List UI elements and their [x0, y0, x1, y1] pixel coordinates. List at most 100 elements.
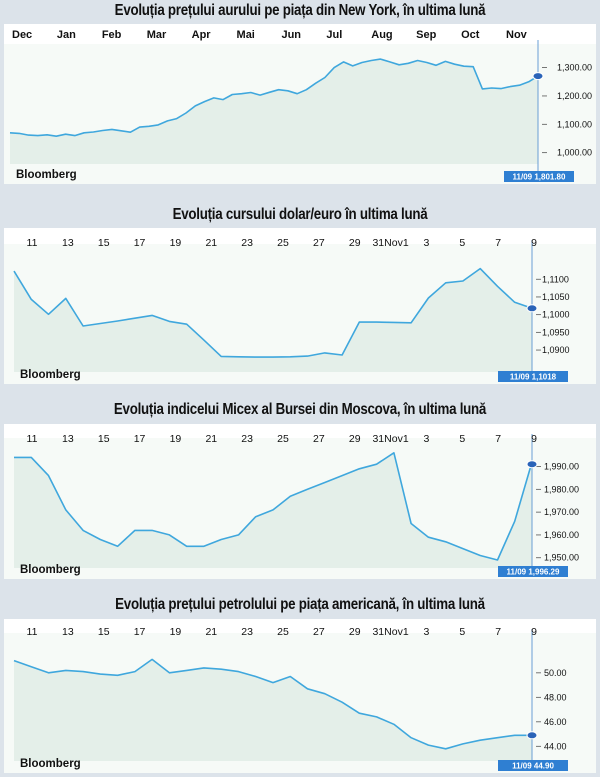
x-tick-label: 31Nov1 — [372, 433, 408, 445]
chart-oil: 11 13 15 17 19 21 23 25 27 29 31Nov1 3 5 7 9 50.00 48.00… — [4, 626, 596, 773]
x-tick-label: 17 — [134, 237, 146, 249]
x-tick-label: 17 — [134, 626, 146, 638]
y-tick-label: 1,200.00 — [557, 91, 592, 101]
chart-title-gold: Evoluția prețului aurului pe piața din N… — [114, 2, 486, 19]
y-tick-label: 46.00 — [544, 717, 567, 727]
x-tick-label: 5 — [459, 433, 465, 445]
chart-box-micex: 11 13 15 17 19 21 23 25 27 29 31Nov1 3 5 7 9 1,990.00 1,… — [4, 424, 596, 579]
x-tick-label: 5 — [459, 237, 465, 249]
source-label: Bloomberg — [20, 564, 81, 576]
x-tick-label: 17 — [134, 433, 146, 445]
chart-panel-gold: Evoluția prețului aurului pe piața din N… — [4, 0, 596, 188]
y-tick-label: 1,1100 — [542, 274, 569, 284]
y-tick-label: 1,980.00 — [544, 484, 579, 494]
series-line — [14, 452, 533, 561]
x-tick-label: 23 — [241, 237, 253, 249]
y-tick-label: 1,000.00 — [557, 148, 592, 158]
chart-gold: Dec Jan Feb Mar Apr Mai Jun Jul Aug Sep Oct Nov 1,30… — [4, 29, 596, 184]
last-value-badge — [504, 171, 574, 182]
y-tick-label: 1,300.00 — [557, 63, 592, 73]
x-tick-label: 23 — [241, 626, 253, 638]
source-label: Bloomberg — [20, 758, 81, 770]
series-area — [14, 268, 532, 372]
x-tick-label: Jun — [281, 29, 301, 41]
x-tick-label: 11 — [27, 626, 38, 638]
x-tick-label: 29 — [349, 626, 361, 638]
series-area — [14, 659, 532, 761]
x-tick-label: 3 — [424, 237, 430, 249]
chart-box-oil: 11 13 15 17 19 21 23 25 27 29 31Nov1 3 5 7 9 50.00 48.00… — [4, 619, 596, 773]
last-value-badge — [498, 760, 568, 771]
x-tick-label: 13 — [62, 237, 74, 249]
x-tick-label: 15 — [98, 237, 110, 249]
last-value-badge — [498, 566, 568, 577]
x-tick-label: 7 — [495, 237, 501, 249]
chart-title-usd-eur: Evoluția cursului dolar/euro în ultima l… — [172, 206, 428, 223]
x-tick-label: 7 — [495, 626, 501, 638]
x-tick-label: 7 — [495, 433, 501, 445]
chart-title-micex: Evoluția indicelui Micex al Bursei din M… — [113, 401, 487, 418]
x-tick-label: Dec — [12, 29, 32, 41]
x-tick-label: 19 — [170, 433, 182, 445]
x-tick-label: Oct — [461, 29, 480, 41]
y-tick-label: 1,950.00 — [544, 553, 579, 563]
series-area — [10, 59, 538, 164]
last-value-marker — [532, 72, 544, 81]
chart-usd-eur: 11 13 15 17 19 21 23 25 27 29 31Nov1 3 5 7 9 1,1100 1,10… — [4, 237, 596, 384]
y-tick-label: 1,100.00 — [557, 119, 592, 129]
source-label: Bloomberg — [20, 369, 81, 381]
y-tick-label: 44.00 — [544, 741, 567, 751]
x-tick-label: 25 — [277, 433, 289, 445]
chart-panel-oil: Evoluția prețului petrolului pe piața am… — [4, 590, 596, 777]
last-value-badge-text: 11/09 1,801.80 — [513, 173, 566, 182]
y-tick-label: 1,990.00 — [544, 462, 579, 472]
x-tick-label: 31Nov1 — [372, 626, 408, 638]
x-tick-label: 25 — [277, 237, 289, 249]
x-tick-label: Jul — [326, 29, 342, 41]
chart-box-gold: Dec Jan Feb Mar Apr Mai Jun Jul Aug Sep Oct Nov 1,30… — [4, 24, 596, 184]
x-tick-label: 9 — [531, 237, 537, 249]
x-tick-label: 5 — [459, 626, 465, 638]
x-tick-label: Aug — [371, 29, 392, 41]
x-tick-label: 29 — [349, 433, 361, 445]
x-tick-label: 13 — [62, 626, 74, 638]
x-tick-label: 25 — [277, 626, 289, 638]
last-value-marker — [526, 304, 538, 313]
y-tick-label: 1,1000 — [542, 310, 570, 320]
x-tick-label: Jan — [57, 29, 76, 41]
x-tick-label: 21 — [205, 433, 217, 445]
x-tick-label: 3 — [424, 626, 430, 638]
y-tick-label: 1,0950 — [542, 327, 570, 337]
chart-panel-micex: Evoluția indicelui Micex al Bursei din M… — [4, 395, 596, 583]
x-tick-label: Mai — [237, 29, 255, 41]
x-tick-label: 13 — [62, 433, 74, 445]
series-line — [13, 658, 532, 750]
x-tick-label: 15 — [98, 433, 110, 445]
source-label: Bloomberg — [16, 169, 77, 181]
x-tick-label: 29 — [349, 237, 361, 249]
x-tick-label: 9 — [531, 626, 537, 638]
x-tick-label: 27 — [313, 237, 325, 249]
last-value-badge — [498, 371, 568, 382]
x-tick-label: Apr — [192, 29, 212, 41]
series-line — [9, 58, 539, 137]
x-tick-label: 9 — [531, 433, 537, 445]
x-tick-label: Nov — [506, 29, 528, 41]
x-tick-label: 11 — [27, 433, 38, 445]
x-tick-label: 15 — [98, 626, 110, 638]
last-value-marker — [526, 731, 538, 740]
x-tick-label: 19 — [170, 626, 182, 638]
x-tick-label: 27 — [313, 433, 325, 445]
x-tick-label: Mar — [147, 29, 167, 41]
y-tick-label: 1,970.00 — [544, 507, 579, 517]
last-value-badge-text: 11/09 1,1018 — [510, 373, 557, 382]
x-tick-label: Sep — [416, 29, 436, 41]
x-tick-label: 31Nov1 — [372, 237, 408, 249]
chart-micex: 11 13 15 17 19 21 23 25 27 29 31Nov1 3 5 7 9 1,990.00 1,… — [4, 433, 596, 579]
last-value-badge-text: 11/09 44.90 — [512, 762, 554, 771]
series-line — [13, 267, 533, 358]
x-tick-label: 27 — [313, 626, 325, 638]
x-tick-label: 21 — [205, 626, 217, 638]
y-tick-label: 1,960.00 — [544, 530, 579, 540]
x-tick-label: 3 — [424, 433, 430, 445]
